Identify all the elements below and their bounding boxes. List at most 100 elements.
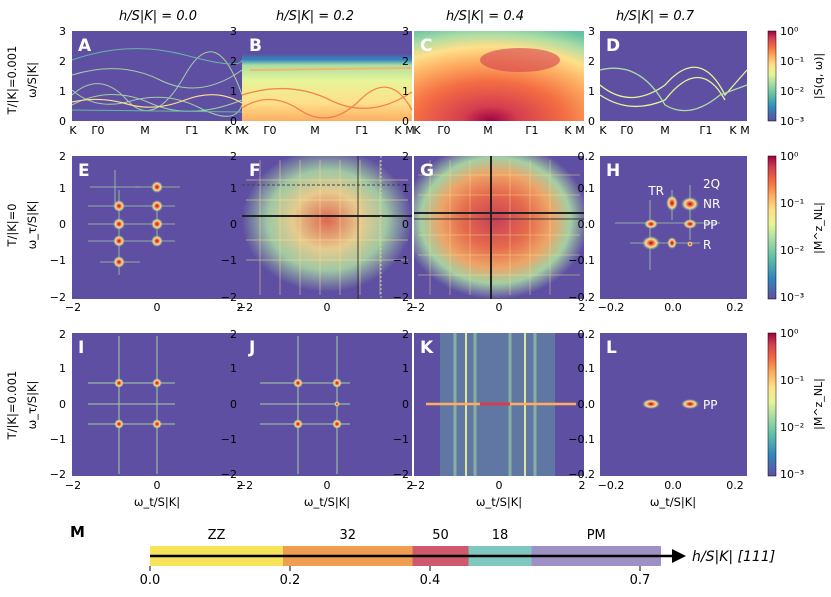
panel-letter: I [78, 338, 84, 358]
panel-G [414, 156, 584, 299]
phase-label: PM [587, 528, 606, 543]
colorbar-1: 10⁰ 10⁻¹ 10⁻² 10⁻³ |S(q, ω)| [767, 25, 825, 128]
svg-text:|M^z_NL|: |M^z_NL| [812, 378, 825, 430]
panel-letter: C [420, 36, 432, 56]
svg-text:|S(q, ω)|: |S(q, ω)| [812, 53, 825, 99]
svg-text:2: 2 [59, 150, 66, 163]
x-axis-labels: ω_t/S|K| ω_t/S|K| ω_t/S|K| ω_t/S|K| [134, 495, 696, 509]
row-ylabel: ω_τ/S|K| [25, 381, 39, 430]
svg-text:−2: −2 [221, 291, 237, 304]
svg-text:1: 1 [230, 362, 237, 375]
svg-text:0: 0 [496, 479, 503, 492]
svg-text:−1: −1 [50, 254, 66, 267]
svg-text:−2: −2 [393, 291, 409, 304]
svg-text:0.0: 0.0 [664, 479, 682, 492]
svg-text:−1: −1 [393, 433, 409, 446]
peak-label: PP [703, 398, 717, 412]
svg-text:1: 1 [230, 182, 237, 195]
svg-text:0: 0 [496, 301, 503, 314]
panel-letter: F [249, 161, 261, 181]
svg-text:M: M [483, 124, 493, 137]
panel-C [414, 31, 584, 121]
svg-text:K: K [69, 124, 77, 137]
svg-text:K: K [413, 124, 421, 137]
panel-L: PP [600, 333, 747, 476]
svg-text:Γ1: Γ1 [185, 124, 198, 137]
svg-text:M: M [140, 124, 150, 137]
svg-text:0: 0 [59, 115, 66, 128]
svg-text:K: K [729, 124, 737, 137]
phase-label: 18 [492, 528, 509, 543]
svg-text:10⁻²: 10⁻² [780, 85, 804, 98]
svg-text:0.0: 0.0 [578, 218, 596, 231]
svg-text:−2: −2 [65, 479, 81, 492]
svg-text:10⁰: 10⁰ [780, 25, 799, 38]
panel-F [242, 156, 412, 299]
svg-text:1: 1 [59, 85, 66, 98]
svg-text:0: 0 [588, 115, 595, 128]
phase-diagram: ZZ 32 50 18 PM h/S|K| [111] 0.0 0.2 0.4 0.7 [140, 528, 776, 588]
svg-text:1: 1 [59, 182, 66, 195]
arrow-icon [672, 549, 686, 563]
svg-text:M: M [575, 124, 585, 137]
svg-text:−2: −2 [409, 301, 425, 314]
svg-text:2: 2 [59, 328, 66, 341]
panel-A [71, 31, 243, 121]
svg-text:M: M [310, 124, 320, 137]
panel-letter: E [78, 161, 90, 181]
svg-text:1: 1 [402, 182, 409, 195]
svg-text:2: 2 [237, 301, 244, 314]
svg-text:0: 0 [402, 398, 409, 411]
panel-E [72, 156, 242, 299]
svg-text:0.1: 0.1 [578, 362, 596, 375]
svg-text:10⁻²: 10⁻² [780, 244, 804, 257]
svg-text:2: 2 [588, 55, 595, 68]
svg-text:2: 2 [237, 479, 244, 492]
panel-letter: K [420, 338, 434, 358]
svg-text:1: 1 [402, 362, 409, 375]
svg-text:10⁻¹: 10⁻¹ [780, 55, 804, 68]
svg-text:3: 3 [59, 25, 66, 38]
row-label: T/|K|=0.001 [5, 371, 19, 441]
row-label: T/|K|=0 [5, 203, 19, 247]
svg-text:ω_t/S|K|: ω_t/S|K| [134, 495, 180, 509]
svg-text:M: M [405, 124, 415, 137]
peak-label: NR [703, 197, 720, 211]
svg-text:0: 0 [402, 115, 409, 128]
svg-text:M: M [740, 124, 750, 137]
svg-text:K: K [224, 124, 232, 137]
panel-H: TR 2Q NR PP R [600, 156, 747, 299]
svg-text:0: 0 [402, 218, 409, 231]
svg-text:1: 1 [59, 362, 66, 375]
svg-text:K: K [394, 124, 402, 137]
svg-text:2: 2 [402, 150, 409, 163]
svg-text:2: 2 [407, 301, 414, 314]
svg-text:10⁰: 10⁰ [780, 150, 799, 163]
svg-text:0.1: 0.1 [578, 182, 596, 195]
column-title: h/S|K| = 0.2 [276, 9, 354, 24]
svg-text:1: 1 [230, 85, 237, 98]
phase-label: 50 [432, 528, 449, 543]
row1-yticks: 0 1 2 3 0 1 2 3 0 1 2 3 0 1 2 3 [59, 25, 595, 128]
svg-text:ω_t/S|K|: ω_t/S|K| [650, 495, 696, 509]
svg-text:−1: −1 [221, 254, 237, 267]
svg-text:1: 1 [588, 85, 595, 98]
panel-letter: A [78, 36, 92, 56]
grid-xticks: −2 0 2 −2 0 2 −2 0 2 −0.2 0.0 0.2 −2 0 2 −2 0 2 −2 0 2… [65, 301, 744, 492]
svg-text:2: 2 [579, 479, 586, 492]
panel-letter: L [606, 338, 617, 358]
svg-text:0: 0 [59, 218, 66, 231]
panel-letter: M [70, 523, 85, 541]
svg-text:0.2: 0.2 [726, 301, 744, 314]
svg-text:−0.2: −0.2 [568, 291, 595, 304]
svg-text:−2: −2 [50, 468, 66, 481]
phase-tick-label: 0.7 [630, 573, 651, 588]
svg-text:M: M [235, 124, 245, 137]
svg-text:−1: −1 [50, 433, 66, 446]
svg-text:0.0: 0.0 [664, 301, 682, 314]
column-title: h/S|K| = 0.4 [446, 9, 524, 24]
phase-axis-label: h/S|K| [111] [692, 549, 775, 565]
svg-text:10⁻¹: 10⁻¹ [780, 197, 804, 210]
svg-text:Γ1: Γ1 [525, 124, 538, 137]
svg-text:−2: −2 [409, 479, 425, 492]
